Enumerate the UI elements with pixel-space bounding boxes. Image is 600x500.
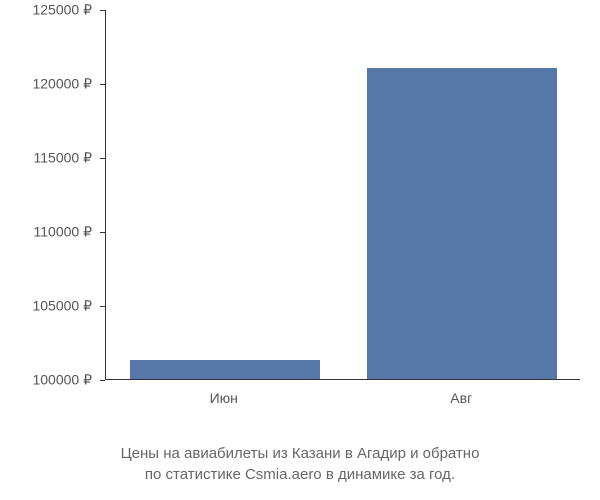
bar xyxy=(130,360,320,379)
y-tick xyxy=(100,306,105,307)
y-axis: 100000 ₽105000 ₽110000 ₽115000 ₽120000 ₽… xyxy=(0,10,100,380)
caption-line-1: Цены на авиабилеты из Казани в Агадир и … xyxy=(121,445,480,462)
chart-caption: Цены на авиабилеты из Казани в Агадир и … xyxy=(0,443,600,485)
caption-line-2: по статистике Csmia.aero в динамике за г… xyxy=(145,466,455,483)
y-tick-label: 120000 ₽ xyxy=(32,76,92,93)
y-tick xyxy=(100,84,105,85)
y-tick xyxy=(100,158,105,159)
y-tick-label: 125000 ₽ xyxy=(32,2,92,19)
y-tick-label: 100000 ₽ xyxy=(32,372,92,389)
y-tick-label: 105000 ₽ xyxy=(32,298,92,315)
x-tick-label: Авг xyxy=(450,390,472,406)
x-axis: Июн Авг xyxy=(105,385,580,415)
plot-area xyxy=(105,10,580,380)
bar xyxy=(367,68,557,379)
y-tick xyxy=(100,10,105,11)
y-tick xyxy=(100,232,105,233)
x-tick-label: Июн xyxy=(210,390,238,406)
y-tick xyxy=(100,380,105,381)
y-tick-label: 110000 ₽ xyxy=(34,224,92,241)
price-chart: 100000 ₽ 105000 ₽ 110000 ₽ 115000 ₽ 120000 ₽… xyxy=(0,0,600,430)
y-tick-label: 115000 ₽ xyxy=(34,150,92,167)
